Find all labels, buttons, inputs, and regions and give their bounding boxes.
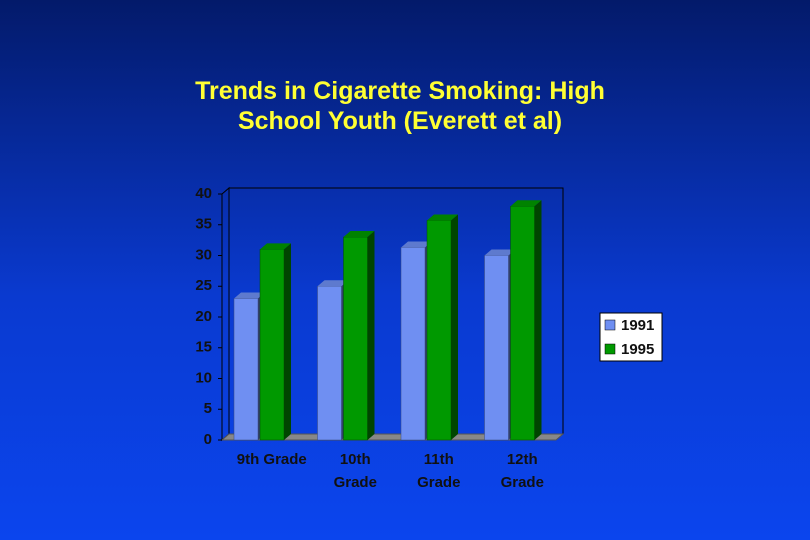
y-tick-label: 10 [195, 369, 212, 386]
bar-front [259, 249, 285, 441]
bar [259, 243, 291, 441]
y-tick-label: 35 [195, 216, 212, 233]
bar [343, 231, 375, 441]
side-wall [221, 186, 230, 442]
x-tick-line: Grade [501, 474, 544, 491]
legend-label: 1995 [621, 341, 654, 358]
chart-title: Trends in Cigarette Smoking: High School… [195, 77, 605, 135]
bar-side [451, 214, 458, 440]
bar [426, 214, 458, 441]
bar-front [400, 247, 426, 441]
bar-top [343, 231, 375, 238]
bar-side [534, 200, 542, 440]
bar-top [484, 249, 516, 256]
y-tick-label: 25 [195, 277, 212, 294]
x-tick-label: 11th Grade [417, 451, 460, 491]
y-tick-label: 20 [195, 308, 212, 325]
bar [510, 200, 542, 441]
x-tick-label: 12th Grade [501, 451, 544, 491]
legend-label: 1991 [621, 317, 654, 334]
y-tick-label: 15 [195, 339, 212, 356]
bar-top [260, 243, 291, 250]
bar-top [510, 200, 542, 207]
x-tick-label: 10th Grade [334, 451, 377, 491]
x-tick-line: 10th [340, 451, 371, 468]
legend-swatch [604, 343, 616, 355]
bar-top [234, 292, 265, 299]
x-tick-label: 9th Grade [237, 451, 307, 468]
bar-top [401, 241, 432, 248]
bar-side [367, 231, 375, 440]
x-tick-line: 11th [424, 451, 454, 468]
bar-front [317, 286, 342, 441]
x-tick-line: Grade [334, 474, 377, 491]
legend-swatch [604, 319, 616, 331]
bar-front [484, 255, 509, 441]
bar-side [284, 243, 291, 440]
bar-top [317, 280, 349, 287]
x-tick-line: 12th [507, 451, 538, 468]
bar-front [510, 206, 535, 441]
x-tick-line: Grade [417, 474, 460, 491]
y-tick-label: 30 [195, 246, 212, 263]
y-tick-label: 5 [204, 400, 212, 417]
x-tick-line: 9th Grade [237, 451, 307, 468]
bar-front [426, 220, 452, 441]
bar-front [343, 236, 368, 441]
bar-front [233, 298, 259, 441]
y-tick-label: 0 [204, 431, 212, 448]
bar-top [427, 214, 458, 221]
y-tick-label: 40 [195, 185, 212, 202]
